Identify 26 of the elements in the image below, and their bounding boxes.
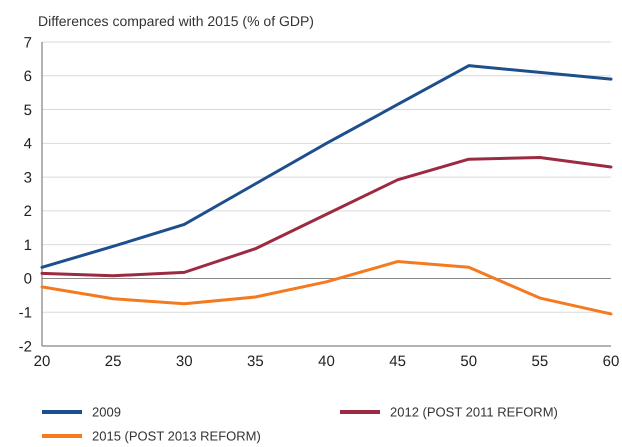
x-tick-label: 45 [389,353,406,370]
legend-label: 2012 (POST 2011 REFORM) [390,404,558,420]
x-tick-label: 25 [104,353,122,370]
y-tick-label: 5 [24,102,32,119]
legend-label: 2015 (POST 2013 REFORM) [92,428,261,444]
x-tick-label: 20 [34,353,50,370]
x-tick-label: 35 [247,353,264,370]
line-series [40,156,612,278]
y-tick-label: 4 [24,136,32,153]
y-axis-title: Differences compared with 2015 (% of GDP) [38,13,314,29]
y-tick-label: 2 [24,203,32,220]
y-tick-label: -2 [18,338,32,356]
x-tick-label: 30 [176,353,193,370]
y-tick-label: 1 [24,236,32,254]
y-tick-label: 7 [24,34,32,52]
y-tick-label: -1 [18,304,32,322]
legend-label: 2009 [92,404,121,420]
y-tick-label: 0 [24,270,32,288]
line-series [40,64,612,269]
x-tick-label: 50 [460,353,478,370]
line-series [40,260,612,316]
y-tick-label: 6 [24,68,32,86]
x-tick-label: 40 [318,353,335,370]
y-tick-label: 3 [24,169,32,186]
x-tick-label: 55 [532,353,548,370]
x-tick-label: 60 [602,353,620,370]
